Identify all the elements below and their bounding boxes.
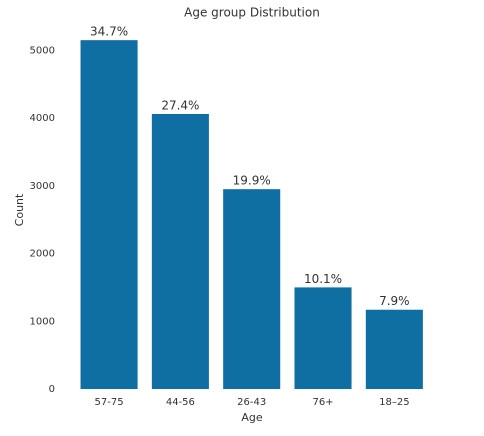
bar	[151, 113, 209, 389]
x-tick-label: 76+	[312, 397, 333, 408]
value-label: 19.9%	[233, 174, 271, 188]
x-axis-label: Age	[241, 411, 263, 424]
y-tick-label: 0	[49, 384, 55, 395]
value-label: 10.1%	[304, 272, 342, 286]
bar	[223, 189, 281, 389]
y-axis-label: Count	[13, 193, 26, 226]
x-tick-label: 18–25	[379, 397, 409, 408]
x-tick-label: 26-43	[237, 397, 266, 408]
x-tick-label: 57-75	[95, 397, 124, 408]
value-label: 27.4%	[161, 98, 199, 112]
chart-title: Age group Distribution	[184, 6, 320, 20]
bar	[365, 309, 423, 389]
x-tick-label: 44-56	[166, 397, 195, 408]
y-tick-label: 1000	[30, 316, 55, 327]
y-tick-label: 3000	[30, 181, 55, 192]
bar	[294, 287, 352, 389]
y-tick-label: 4000	[30, 113, 55, 124]
y-tick-label: 5000	[30, 45, 55, 56]
bar	[80, 40, 138, 390]
value-label: 34.7%	[90, 25, 128, 39]
y-tick-label: 2000	[30, 249, 55, 260]
value-label: 7.9%	[379, 294, 410, 308]
